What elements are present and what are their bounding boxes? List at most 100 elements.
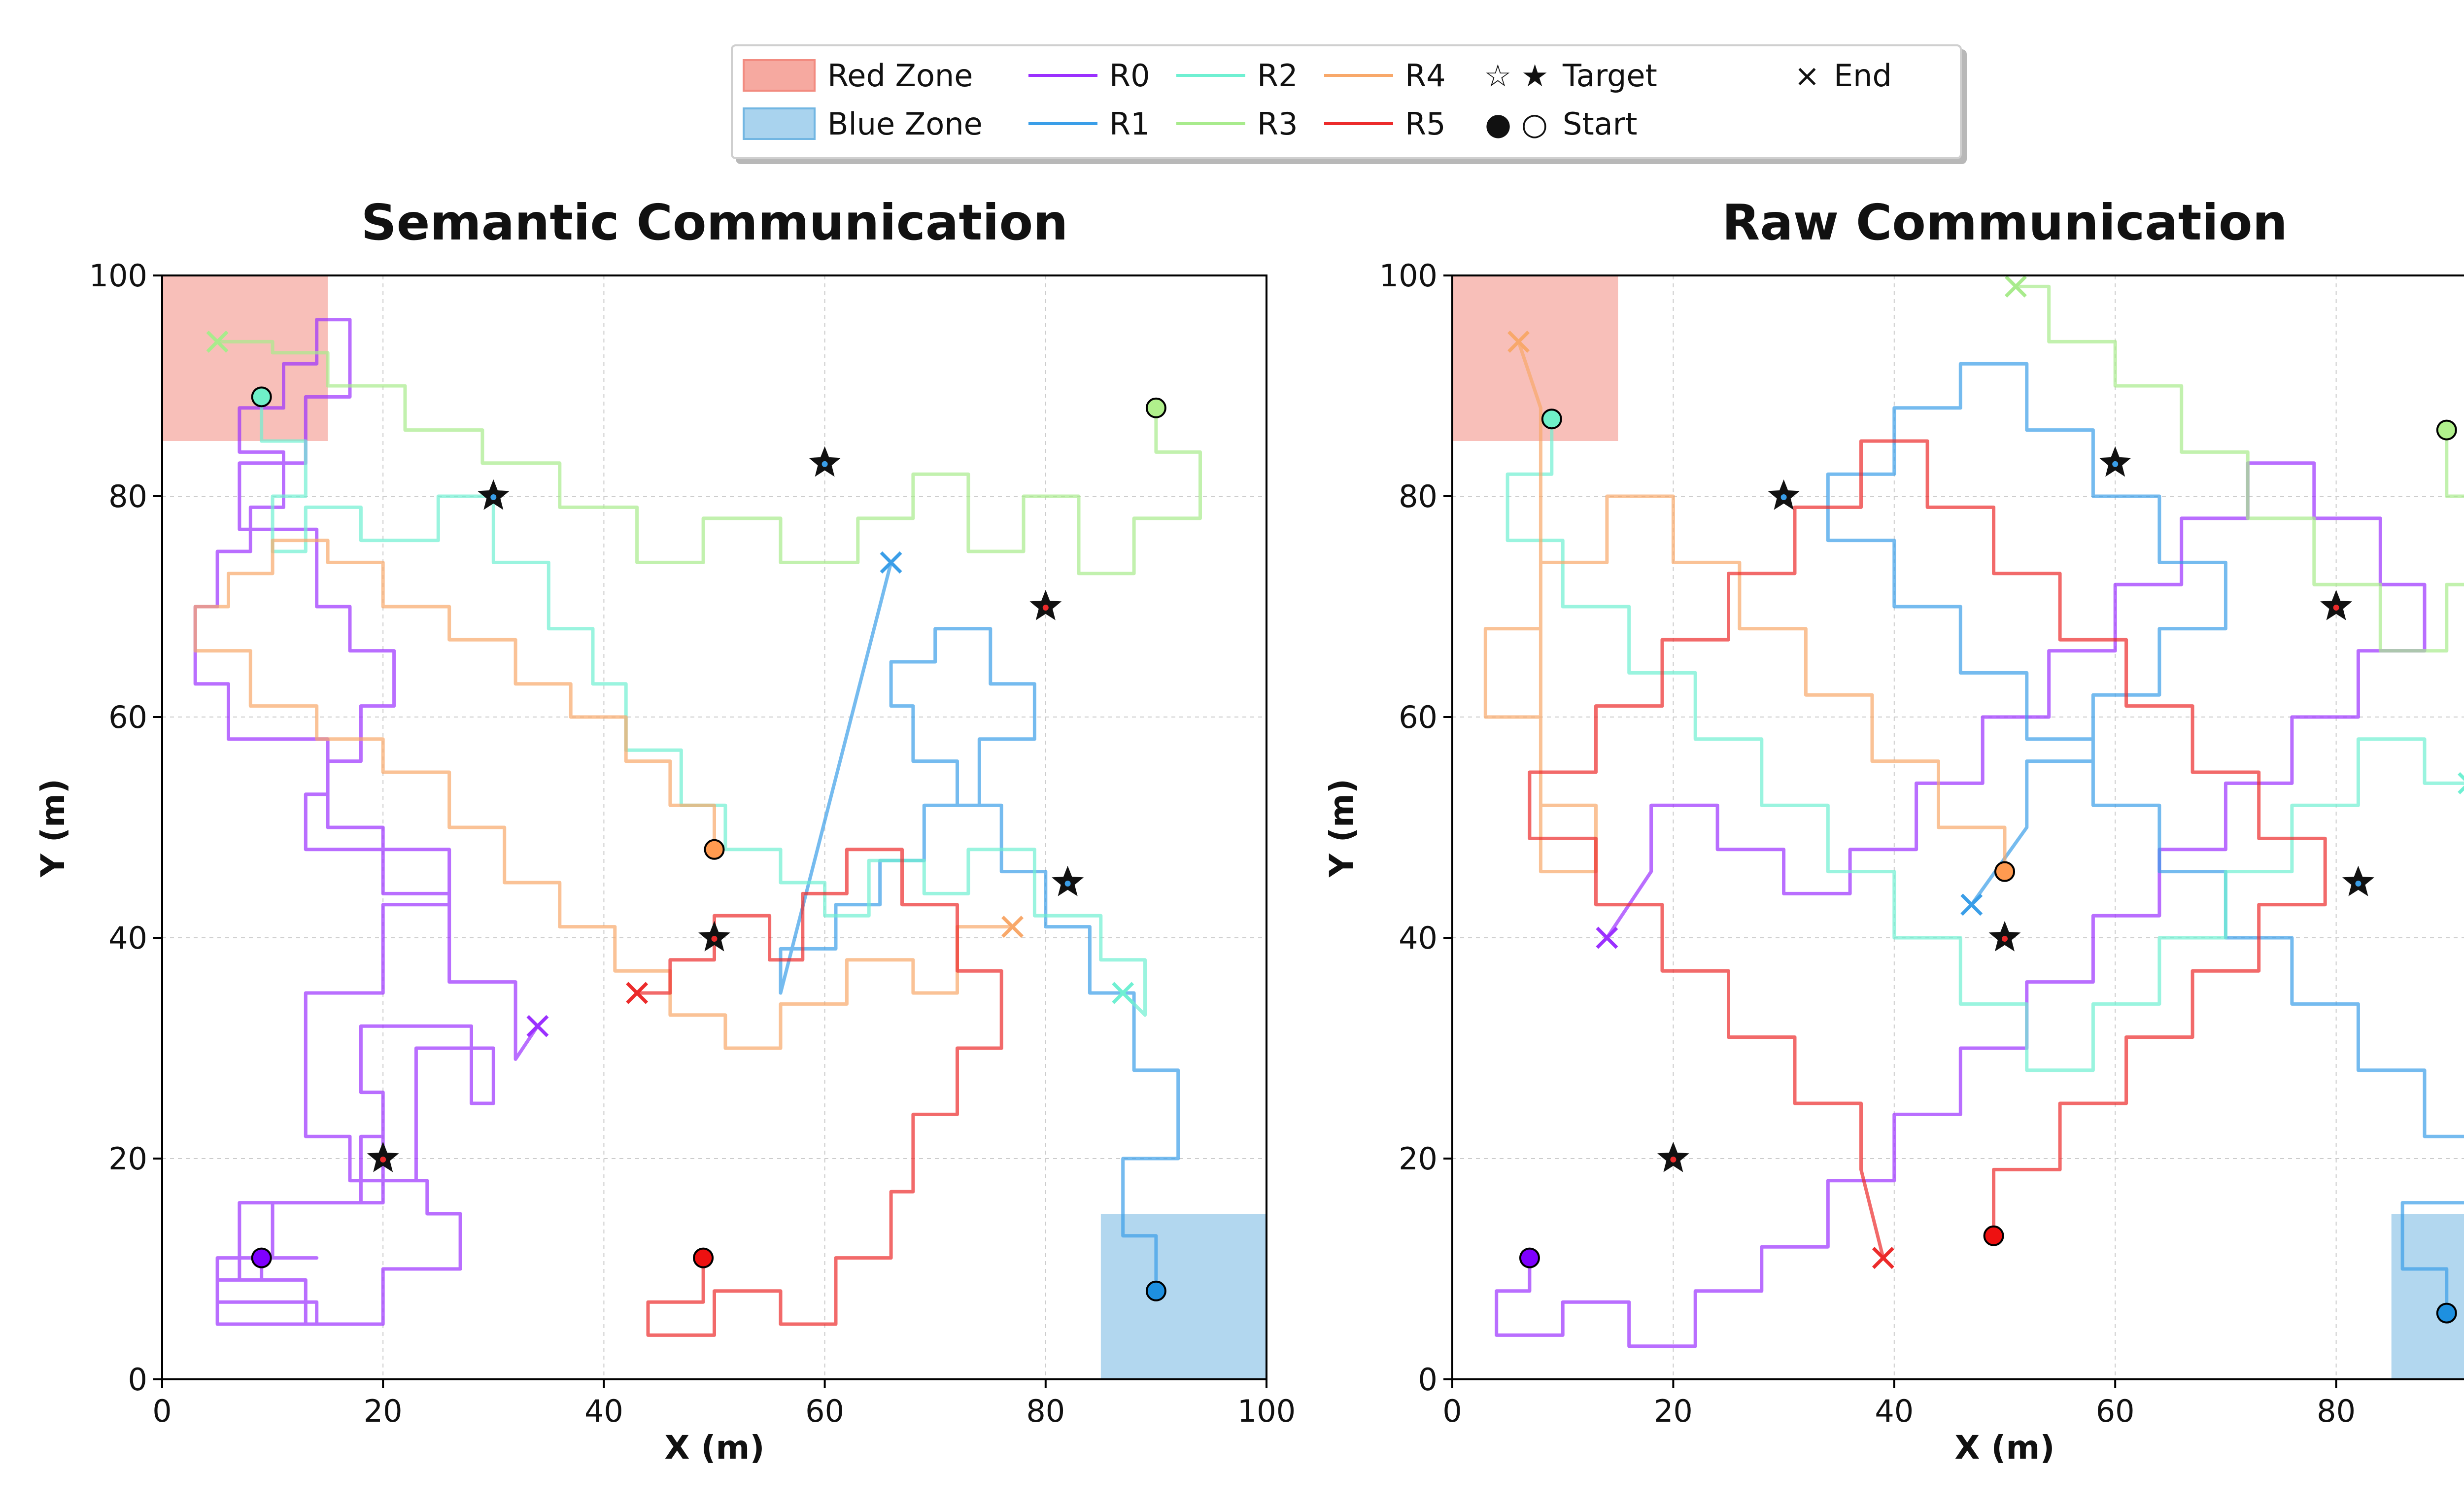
raw-x-tick-label: 60 xyxy=(2096,1393,2135,1429)
semantic-red-zone xyxy=(162,275,328,441)
raw-y-tick-label: 0 xyxy=(1418,1362,1437,1398)
semantic-panel: Semantic Communication X (m) Y (m) 0 20 40… xyxy=(34,194,1296,1467)
semantic-y-tick-label: 100 xyxy=(89,258,147,294)
semantic-y-tick-label: 20 xyxy=(108,1141,147,1177)
semantic-start-marker-r2 xyxy=(251,386,272,408)
raw-start-marker-r1 xyxy=(2436,1302,2457,1324)
end-cross-icon: × xyxy=(1794,57,1820,94)
raw-x-tick-label: 0 xyxy=(1442,1393,1462,1429)
legend-r3: R3 xyxy=(1176,102,1298,146)
semantic-target-core xyxy=(490,494,497,500)
raw-trajectory-r2 xyxy=(1506,419,2464,1072)
legend-r1: R1 xyxy=(1028,102,1150,146)
semantic-x-axis-label: X (m) xyxy=(665,1429,765,1467)
legend-r0: R0 xyxy=(1028,53,1150,98)
legend-label-r3: R3 xyxy=(1257,105,1298,142)
raw-target-core xyxy=(2355,881,2361,887)
raw-y-tick-label: 20 xyxy=(1399,1141,1437,1177)
semantic-start-marker-r3 xyxy=(1145,397,1166,418)
r1-line-swatch xyxy=(1028,122,1097,125)
semantic-end-marker-r4 xyxy=(1001,916,1024,938)
legend-red-zone: Red Zone xyxy=(743,53,973,98)
semantic-end-marker-r5 xyxy=(626,982,649,1004)
semantic-axes-frame xyxy=(161,274,1267,1380)
raw-start-marker-r3 xyxy=(2436,419,2457,441)
raw-end-marker-r3 xyxy=(2004,275,2027,298)
raw-end-marker-r4 xyxy=(1507,330,1530,353)
semantic-x-tick-label: 20 xyxy=(364,1393,403,1429)
raw-y-tick-label: 40 xyxy=(1399,920,1437,956)
raw-x-tick-label: 40 xyxy=(1875,1393,1914,1429)
raw-x-tick-label: 20 xyxy=(1654,1393,1693,1429)
raw-trajectory-r5 xyxy=(1528,439,2327,1259)
semantic-end-marker-r0 xyxy=(526,1015,549,1037)
legend-end: × End xyxy=(1792,53,1892,98)
raw-trajectory-r4 xyxy=(1483,341,2007,874)
raw-end-marker-r2 xyxy=(2458,772,2464,794)
raw-axes-frame xyxy=(1451,274,2464,1380)
legend-blue-zone: Blue Zone xyxy=(743,102,983,146)
red-zone-swatch xyxy=(743,59,816,92)
semantic-start-marker-r1 xyxy=(1145,1280,1166,1301)
blue-zone-swatch xyxy=(743,107,816,140)
semantic-target-core xyxy=(1064,881,1071,887)
legend-label-blue-zone: Blue Zone xyxy=(827,105,983,142)
r4-line-swatch xyxy=(1324,74,1393,77)
legend-label-r0: R0 xyxy=(1109,57,1150,94)
raw-panel: Raw Communication X (m) Y (m) 0 20 40 60 80 1… xyxy=(1323,194,2464,1467)
legend-target: ☆ ★ Target xyxy=(1482,53,1657,98)
raw-chart-title: Raw Communication xyxy=(1722,194,2288,251)
raw-start-marker-r5 xyxy=(1983,1225,2004,1246)
semantic-trajectory-r3 xyxy=(217,340,1202,576)
semantic-start-marker-r4 xyxy=(704,839,725,860)
semantic-chart-title: Semantic Communication xyxy=(361,194,1068,251)
semantic-trajectory-r2 xyxy=(260,397,1147,1017)
legend-label-r4: R4 xyxy=(1405,57,1446,94)
raw-end-marker-r0 xyxy=(1596,926,1618,949)
legend-label-r1: R1 xyxy=(1109,105,1150,142)
raw-start-marker-r4 xyxy=(1994,861,2015,882)
semantic-x-tick-label: 80 xyxy=(1026,1393,1065,1429)
raw-target-core xyxy=(1670,1157,1677,1162)
legend-label-red-zone: Red Zone xyxy=(827,57,973,94)
semantic-x-tick-label: 60 xyxy=(805,1393,844,1429)
semantic-start-marker-r5 xyxy=(693,1247,714,1268)
semantic-y-tick-label: 0 xyxy=(128,1362,147,1398)
raw-y-axis-label: Y (m) xyxy=(1323,779,1361,878)
semantic-y-tick-label: 80 xyxy=(108,479,147,514)
legend: Red Zone Blue Zone R0 R1 R2 R3 R4 R5 ☆ ★… xyxy=(731,44,1962,159)
semantic-target-core xyxy=(380,1157,386,1162)
semantic-end-marker-r3 xyxy=(206,330,229,353)
raw-trajectory-r3 xyxy=(2016,284,2464,653)
legend-r5: R5 xyxy=(1324,102,1446,146)
semantic-trajectory-r5 xyxy=(637,848,1003,1337)
semantic-target-core xyxy=(821,461,828,467)
raw-red-zone xyxy=(1452,275,1618,441)
raw-target-core xyxy=(1780,494,1787,500)
raw-end-marker-r1 xyxy=(1960,893,1983,916)
r5-line-swatch xyxy=(1324,122,1393,125)
legend-r4: R4 xyxy=(1324,53,1446,98)
legend-label-target: Target xyxy=(1563,57,1657,94)
raw-x-axis-label: X (m) xyxy=(1955,1429,2055,1467)
raw-start-marker-r0 xyxy=(1519,1247,1540,1268)
semantic-end-marker-r2 xyxy=(1112,982,1134,1004)
raw-x-tick-label: 80 xyxy=(2317,1393,2356,1429)
legend-label-r2: R2 xyxy=(1257,57,1298,94)
legend-label-start: Start xyxy=(1563,105,1638,142)
raw-end-marker-r5 xyxy=(1872,1247,1894,1269)
raw-y-tick-label: 100 xyxy=(1379,258,1437,294)
legend-start: ● ○ Start xyxy=(1482,102,1637,146)
target-star-icon: ☆ ★ xyxy=(1484,57,1549,94)
raw-trajectory-r0 xyxy=(1495,461,2427,1348)
start-circle-icon: ● ○ xyxy=(1485,105,1548,142)
semantic-x-tick-label: 100 xyxy=(1237,1393,1296,1429)
semantic-y-tick-label: 60 xyxy=(108,699,147,735)
raw-y-tick-label: 80 xyxy=(1399,479,1437,514)
raw-target-core xyxy=(2333,605,2339,611)
semantic-target-core xyxy=(711,936,718,942)
r3-line-swatch xyxy=(1176,122,1245,125)
semantic-x-tick-label: 0 xyxy=(152,1393,171,1429)
semantic-trajectory-r0 xyxy=(193,318,539,1326)
